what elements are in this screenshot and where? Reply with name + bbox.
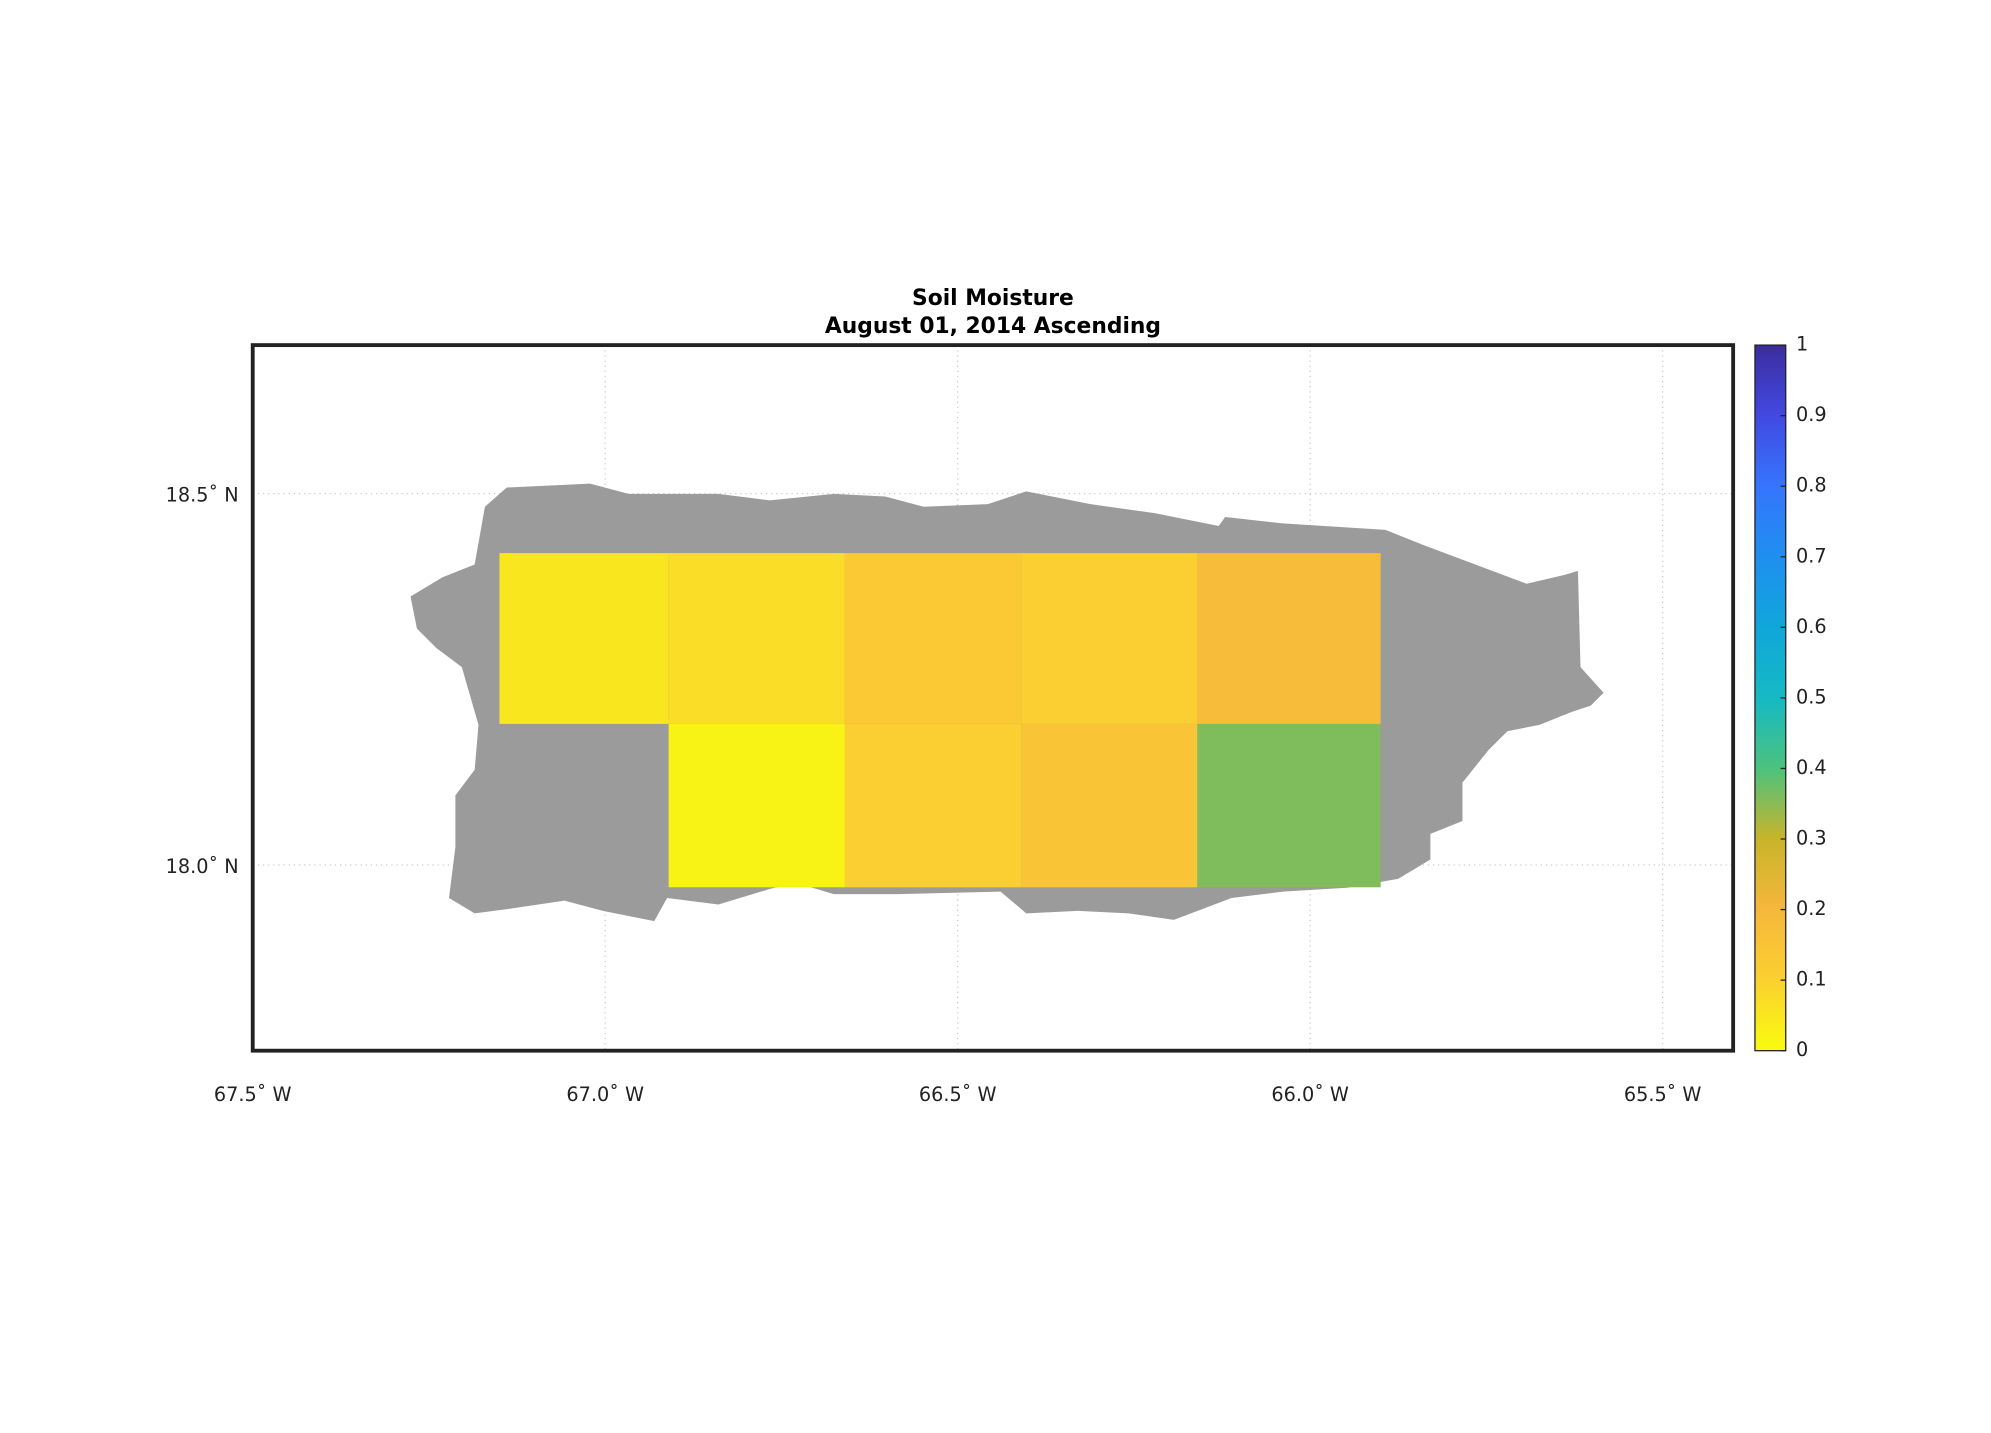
colorbar-tick-label: 0.4 [1796,756,1827,779]
cell [668,553,845,724]
cell [1197,553,1381,724]
y-tick-label: 18.5˚ N [166,484,239,507]
colorbar-tick-label: 0.8 [1796,474,1827,497]
colorbar-tick-label: 0.5 [1796,685,1827,708]
x-tick-label: 67.5˚ W [214,1083,292,1106]
cell [844,553,1022,724]
cell [668,723,845,888]
cells [499,553,1381,888]
colorbar-tick-label: 0.2 [1796,897,1827,920]
x-tick-label: 65.5˚ W [1624,1083,1702,1106]
chart-subtitle: August 01, 2014 Ascending [825,314,1161,339]
colorbar-tick-label: 0.3 [1796,827,1827,850]
colorbar-tick-label: 0.7 [1796,544,1827,567]
colorbar-tick-label: 0.6 [1796,615,1827,638]
cell [844,723,1022,888]
colorbar-tick-label: 0.9 [1796,403,1827,426]
cell [1021,553,1198,724]
colorbar-tick-label: 0.1 [1796,968,1827,991]
cell [499,553,669,724]
colorbar-tick-label: 1 [1796,333,1808,356]
cell [1021,723,1198,888]
x-tick-label: 66.0˚ W [1271,1083,1349,1106]
x-tick-label: 66.5˚ W [919,1083,997,1106]
y-tick-label: 18.0˚ N [166,855,239,878]
chart-title: Soil Moisture [912,286,1074,311]
cell [1197,723,1381,888]
x-tick-label: 67.0˚ W [566,1083,644,1106]
colorbar-tick-label: 0 [1796,1038,1808,1061]
plot-frame [250,343,1736,1053]
